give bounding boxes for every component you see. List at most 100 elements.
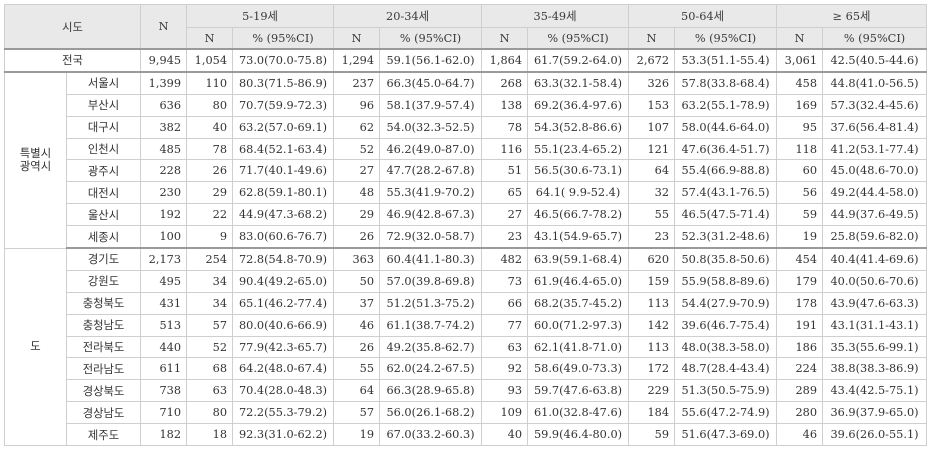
- age-pct-cell: 68.4(52.1-63.4): [232, 137, 335, 161]
- region-name-cell: 제주도: [65, 423, 142, 447]
- age-n-cell: 63: [481, 335, 529, 359]
- age-pct-cell: 35.3(55.6-99.1): [822, 335, 928, 359]
- age-n-cell: 620: [628, 247, 676, 271]
- age-pct-cell: 46.5(66.7-78.2): [527, 203, 630, 227]
- total-n-cell: 230: [140, 181, 188, 205]
- age-n-cell: 46: [776, 423, 824, 447]
- age-pct-cell: 43.9(47.6-63.3): [822, 291, 928, 315]
- age-n-cell: 73: [481, 269, 529, 293]
- table-row: 광주시 228 26 71.7(40.1-49.6) 27 47.7(28.2-67.8)…: [5, 159, 928, 183]
- age-pct-cell: 56.0(26.1-68.2): [379, 401, 483, 425]
- sub-n-header: N: [628, 27, 676, 50]
- age-pct-cell: 45.0(48.6-70.0): [822, 159, 928, 183]
- age-n-cell: 26: [333, 225, 381, 250]
- age-n-cell: 59: [628, 423, 676, 447]
- age-n-cell: 27: [481, 203, 529, 227]
- age-pct-cell: 46.5(47.5-71.4): [674, 203, 778, 227]
- total-n-cell: 192: [140, 203, 188, 227]
- age-pct-cell: 60.0(71.2-97.3): [527, 313, 630, 337]
- age-pct-cell: 57.8(33.8-68.4): [674, 71, 778, 95]
- table-row: 경상남도 710 80 72.2(55.3-79.2) 57 56.0(26.1-68.2…: [5, 401, 928, 425]
- age-pct-cell: 70.7(59.9-72.3): [232, 93, 335, 117]
- table-body: 전국 9,945 1,054 73.0(70.0-75.8) 1,294 59.1(56.…: [3, 48, 928, 447]
- total-n-cell: 738: [140, 379, 188, 403]
- age-pct-cell: 83.0(60.6-76.7): [232, 225, 335, 250]
- age-pct-cell: 44.8(41.0-56.5): [822, 71, 928, 95]
- age-n-cell: 34: [186, 269, 234, 293]
- total-n-cell: 611: [140, 357, 188, 381]
- age-n-cell: 229: [628, 379, 676, 403]
- age-pct-cell: 41.2(53.1-77.4): [822, 137, 928, 161]
- total-n-cell: 431: [140, 291, 188, 315]
- sub-pct-header: % (95%CI): [379, 27, 483, 50]
- age-n-cell: 107: [628, 115, 676, 139]
- age-pct-cell: 40.0(50.6-70.6): [822, 269, 928, 293]
- age-n-cell: 237: [333, 71, 381, 95]
- age-pct-cell: 36.9(37.9-65.0): [822, 401, 928, 425]
- age-n-cell: 186: [776, 335, 824, 359]
- age-n-cell: 23: [481, 225, 529, 250]
- age-pct-cell: 90.4(49.2-65.0): [232, 269, 335, 293]
- age-n-cell: 51: [481, 159, 529, 183]
- age-n-cell: 110: [186, 71, 234, 95]
- age-pct-cell: 58.6(49.0-73.3): [527, 357, 630, 381]
- age-n-cell: 116: [481, 137, 529, 161]
- age-n-cell: 57: [186, 313, 234, 337]
- age-pct-cell: 73.0(70.0-75.8): [232, 48, 335, 73]
- age-n-cell: 22: [186, 203, 234, 227]
- age-pct-cell: 50.8(35.8-50.6): [674, 247, 778, 271]
- age-n-cell: 93: [481, 379, 529, 403]
- age-pct-cell: 39.6(46.7-75.4): [674, 313, 778, 337]
- sub-pct-header: % (95%CI): [232, 27, 335, 50]
- age-n-cell: 55: [628, 203, 676, 227]
- age-pct-cell: 55.6(47.2-74.9): [674, 401, 778, 425]
- age-n-cell: 113: [628, 291, 676, 315]
- region-header: 시도: [3, 4, 142, 50]
- age-pct-cell: 62.8(59.1-80.1): [232, 181, 335, 205]
- age-pct-cell: 57.3(32.4-45.6): [822, 93, 928, 117]
- region-name-cell: 부산시: [65, 93, 142, 117]
- age-pct-cell: 49.2(44.4-58.0): [822, 181, 928, 205]
- age-pct-cell: 66.3(45.0-64.7): [379, 71, 483, 95]
- age-group-header: 5-19세: [186, 4, 335, 28]
- age-n-cell: 458: [776, 71, 824, 95]
- age-group-header: ≥ 65세: [776, 4, 928, 28]
- total-n-cell: 1,399: [140, 71, 188, 95]
- age-n-cell: 37: [333, 291, 381, 315]
- sub-n-header: N: [186, 27, 234, 50]
- region-name-cell: 세종시: [65, 225, 142, 250]
- age-n-cell: 482: [481, 247, 529, 271]
- age-n-cell: 48: [333, 181, 381, 205]
- age-pct-cell: 65.1(46.2-77.4): [232, 291, 335, 315]
- age-n-cell: 80: [186, 93, 234, 117]
- age-pct-cell: 71.7(40.1-49.6): [232, 159, 335, 183]
- age-pct-cell: 77.9(42.3-65.7): [232, 335, 335, 359]
- table-row: 전라북도 440 52 77.9(42.3-65.7) 26 49.2(35.8-62.7…: [5, 335, 928, 359]
- age-pct-cell: 55.4(66.9-88.8): [674, 159, 778, 183]
- age-pct-cell: 51.2(51.3-75.2): [379, 291, 483, 315]
- age-pct-cell: 67.0(33.2-60.3): [379, 423, 483, 447]
- age-pct-cell: 63.9(59.1-68.4): [527, 247, 630, 271]
- sub-n-header: N: [481, 27, 529, 50]
- total-n-cell: 636: [140, 93, 188, 117]
- region-name-cell: 대구시: [65, 115, 142, 139]
- age-n-cell: 280: [776, 401, 824, 425]
- age-n-cell: 2,672: [628, 48, 676, 73]
- age-n-cell: 191: [776, 313, 824, 337]
- age-pct-cell: 60.4(41.1-80.3): [379, 247, 483, 271]
- age-n-cell: 363: [333, 247, 381, 271]
- age-n-cell: 179: [776, 269, 824, 293]
- age-n-cell: 19: [333, 423, 381, 447]
- age-n-cell: 1,054: [186, 48, 234, 73]
- age-n-cell: 454: [776, 247, 824, 271]
- table-row: 인천시 485 78 68.4(52.1-63.4) 52 46.2(49.0-87.0)…: [5, 137, 928, 161]
- age-n-cell: 40: [186, 115, 234, 139]
- age-n-cell: 96: [333, 93, 381, 117]
- age-pct-cell: 62.1(41.8-71.0): [527, 335, 630, 359]
- age-n-cell: 34: [186, 291, 234, 315]
- age-pct-cell: 64.2(48.0-67.4): [232, 357, 335, 381]
- region-name-cell: 경상북도: [65, 379, 142, 403]
- age-pct-cell: 52.3(31.2-48.6): [674, 225, 778, 250]
- table-row: 대전시 230 29 62.8(59.1-80.1) 48 55.3(41.9-70.2)…: [5, 181, 928, 205]
- age-pct-cell: 69.2(36.4-97.6): [527, 93, 630, 117]
